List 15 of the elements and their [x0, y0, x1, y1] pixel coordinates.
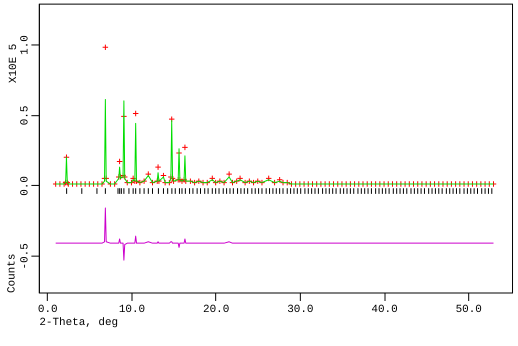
x-tick-label: 10.0	[118, 304, 146, 316]
x-tick-label: 20.0	[203, 304, 230, 316]
line-series	[55, 207, 494, 261]
x-tick-label: 0.0	[38, 304, 58, 316]
x-tick-label: 40.0	[371, 304, 398, 316]
y-tick-label: 0.0	[19, 176, 32, 196]
y-tick-label: -0.5	[19, 243, 32, 270]
y-axis-title: Counts	[6, 254, 18, 294]
y-tick-label: 1.0	[19, 35, 32, 55]
x-tick-label: 50.0	[456, 304, 482, 316]
line-series	[55, 98, 494, 184]
text: X10E 5	[8, 44, 20, 84]
y-tick-label: 0.5	[19, 106, 32, 126]
x-axis-title: 2-Theta, deg	[39, 316, 118, 329]
x-tick-label: 30.0	[287, 304, 314, 316]
